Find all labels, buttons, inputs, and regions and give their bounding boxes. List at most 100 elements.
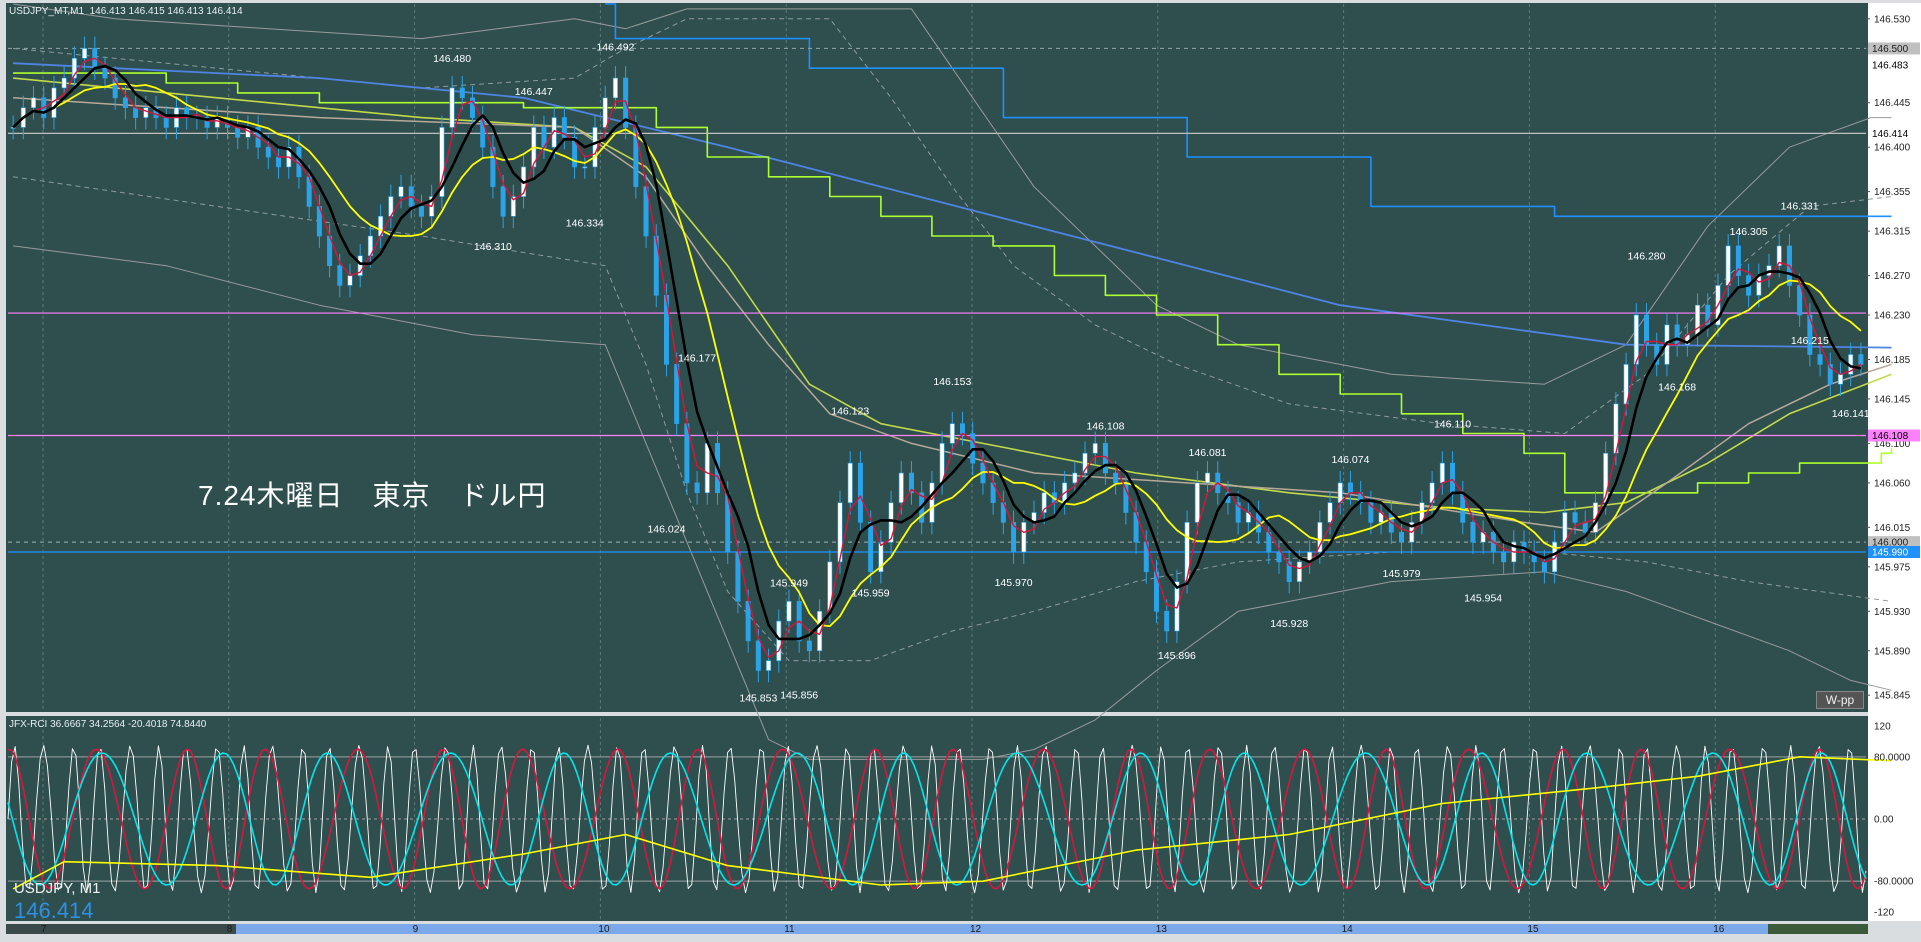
candle-body	[1092, 443, 1098, 454]
price-tick-label: 145.845	[1874, 691, 1911, 702]
candle-body	[1082, 452, 1088, 474]
price-extreme-label: 146.480	[433, 53, 471, 65]
wpp-button[interactable]: W-pp	[1816, 691, 1864, 709]
candle-body	[82, 48, 88, 59]
rci-tick-label: -120	[1874, 908, 1894, 919]
price-tick-label: 146.445	[1874, 98, 1911, 109]
price-tag-label: 146.483	[1872, 61, 1909, 72]
price-tag	[1868, 127, 1920, 140]
candle-body	[235, 127, 241, 138]
price-extreme-label: 146.168	[1658, 381, 1696, 393]
rci-tick-label: 120	[1874, 721, 1891, 732]
price-extreme-label: 146.110	[1434, 419, 1471, 431]
chart-title-header: USDJPY_MT,M1 146.413 146.415 146.413 146…	[9, 6, 243, 17]
candle-body	[31, 97, 37, 108]
rci-line-0	[7, 744, 1867, 894]
candle-body	[1623, 364, 1629, 405]
candle-body	[704, 443, 710, 494]
candle-body	[490, 146, 496, 187]
candle-body	[1725, 245, 1731, 286]
candle-body	[143, 107, 149, 118]
candle-body	[1562, 512, 1568, 543]
moving-averages	[12, 57, 1862, 658]
step-line-green	[13, 72, 1893, 494]
candle-body	[1399, 531, 1405, 543]
candle-body	[960, 423, 966, 434]
price-extreme-label: 146.331	[1781, 200, 1819, 212]
candle-body	[1368, 502, 1374, 523]
time-scrollbar[interactable]	[6, 924, 1868, 934]
price-tick-label: 146.270	[1874, 271, 1911, 282]
candle-body	[582, 166, 588, 169]
candle-body	[469, 97, 475, 118]
price-extreme-label: 146.024	[647, 523, 685, 535]
tan-line	[13, 97, 1892, 534]
candle-body	[755, 640, 761, 671]
candle-body	[857, 462, 863, 523]
price-extreme-label: 145.949	[770, 577, 808, 589]
time-tick-label: 9	[413, 924, 419, 935]
price-tick-label: 146.315	[1874, 227, 1911, 238]
time-scrollbar-right	[1768, 924, 1868, 934]
candle-body	[337, 265, 343, 286]
chart-ohlc-values: 146.413 146.415 146.413 146.414	[89, 6, 243, 17]
price-scale-panel	[1868, 3, 1921, 921]
candle-body	[817, 610, 823, 652]
price-extreme-label: 146.334	[566, 217, 604, 229]
olive-line	[13, 77, 1892, 514]
symbol-label: USDJPY, M1	[14, 880, 101, 897]
candle-body	[592, 127, 598, 168]
candle-body	[1153, 571, 1159, 612]
price-extreme-label: 146.215	[1791, 335, 1829, 347]
price-extreme-label: 145.853	[739, 692, 777, 704]
price-extreme-label: 145.896	[1158, 650, 1196, 662]
price-extreme-label: 146.447	[515, 86, 553, 98]
candle-body	[1011, 522, 1017, 553]
step-lines	[13, 3, 1893, 534]
price-extreme-label: 146.123	[831, 406, 869, 418]
candle-body	[265, 146, 271, 158]
candle-body	[694, 482, 700, 494]
price-extreme-label: 145.959	[852, 588, 890, 600]
candle-body	[745, 601, 751, 642]
candle-body	[163, 117, 169, 128]
candles	[10, 36, 1864, 683]
candle-body	[61, 77, 67, 89]
time-tick-label: 10	[598, 924, 610, 935]
price-tag	[1868, 59, 1920, 72]
candle-body	[551, 117, 557, 148]
price-extreme-label: 146.492	[596, 41, 634, 53]
candle-body	[1347, 482, 1353, 494]
rci-tick-label: 0.00	[1874, 815, 1894, 826]
price-tick-label: 146.015	[1874, 523, 1911, 534]
candle-body	[1552, 541, 1558, 573]
candle-body	[1021, 522, 1027, 553]
price-tag-label: 145.990	[1872, 548, 1909, 559]
price-tag	[1868, 536, 1920, 549]
candle-body	[1439, 462, 1445, 484]
candle-body	[1582, 522, 1588, 533]
candle-body	[439, 127, 445, 197]
time-tick-label: 15	[1527, 924, 1539, 935]
price-extreme-label: 145.928	[1270, 618, 1308, 630]
ma-red	[12, 57, 1862, 658]
candle-body	[1644, 314, 1650, 345]
candle-body	[633, 127, 639, 187]
candle-body	[1827, 364, 1833, 385]
candle-body	[612, 77, 618, 99]
candle-body	[1807, 314, 1813, 355]
band-outer-upper	[13, 3, 1892, 385]
price-tick-label: 146.230	[1874, 311, 1911, 322]
candle-body	[10, 127, 16, 129]
candle-body	[572, 137, 578, 168]
price-extreme-label: 146.081	[1189, 447, 1227, 459]
candle-body	[459, 87, 465, 99]
chart-annotation: 7.24木曜日 東京 ドル円	[198, 480, 547, 511]
rci-line-3	[12, 755, 1892, 890]
rci-axis: 120 80.0000 0.00 -80.0000 -120	[1874, 721, 1914, 918]
candle-body	[1541, 561, 1547, 573]
candle-body	[878, 541, 884, 573]
indicator-header: JFX-RCI 36.6667 34.2564 -20.4018 74.8440	[9, 719, 207, 730]
candle-body	[1837, 373, 1843, 385]
